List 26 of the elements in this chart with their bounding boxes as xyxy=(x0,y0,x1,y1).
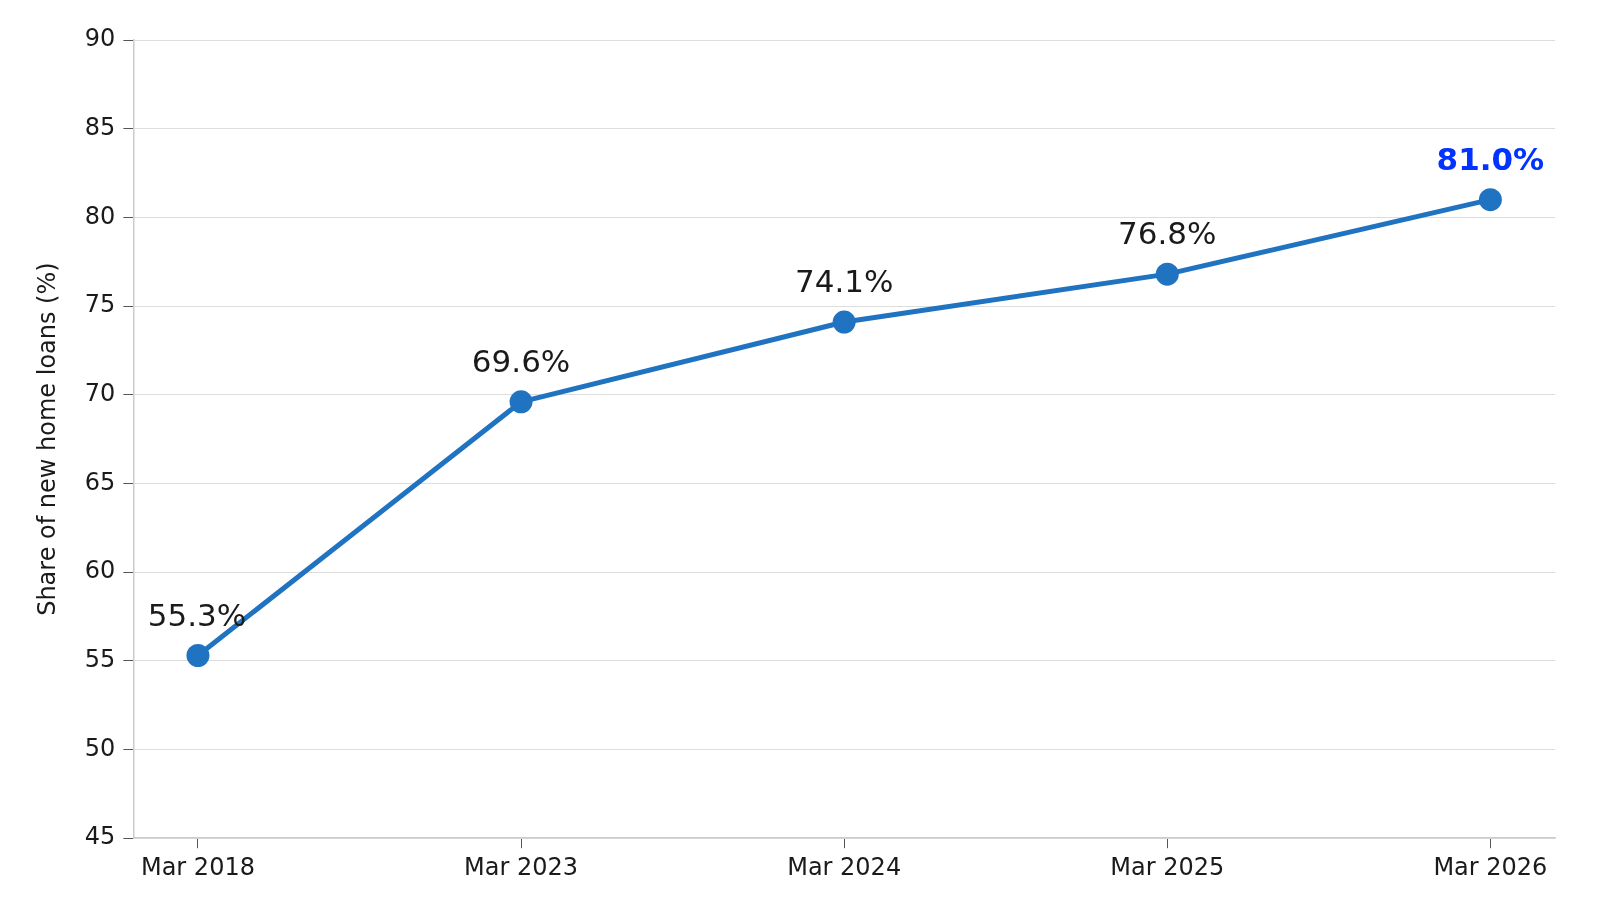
data-label: 55.3% xyxy=(147,596,247,633)
point xyxy=(1478,188,1502,212)
point xyxy=(832,310,856,334)
x-tick-label: Mar 2024 xyxy=(787,852,902,881)
y-tick-label: 55 xyxy=(84,645,116,674)
y-tick-label: 45 xyxy=(84,822,116,851)
y-tick-label: 80 xyxy=(84,201,116,230)
data-label: 76.8% xyxy=(1118,215,1217,252)
y-axis-title: Share of new home loans (%) xyxy=(32,262,61,616)
x-tick-label: Mar 2026 xyxy=(1433,852,1548,881)
y-tick-label: 65 xyxy=(84,467,116,496)
y-tick-label: 85 xyxy=(84,112,116,141)
data-label: 81.0% xyxy=(1436,140,1545,177)
data-label: 74.1% xyxy=(794,263,894,300)
y-tick-label: 50 xyxy=(84,733,116,762)
point xyxy=(186,644,210,667)
x-tick-label: Mar 2023 xyxy=(464,852,579,881)
y-tick-label: 75 xyxy=(84,290,116,319)
x-tick-label: Mar 2025 xyxy=(1110,852,1225,881)
data-label: 69.6% xyxy=(471,342,571,379)
x-tick-label: Mar 2018 xyxy=(140,852,255,881)
point xyxy=(1155,262,1179,286)
y-tick-label: 70 xyxy=(84,378,116,407)
y-tick-label: 90 xyxy=(84,24,116,53)
y-tick-label: 60 xyxy=(84,556,116,585)
point xyxy=(509,390,533,414)
